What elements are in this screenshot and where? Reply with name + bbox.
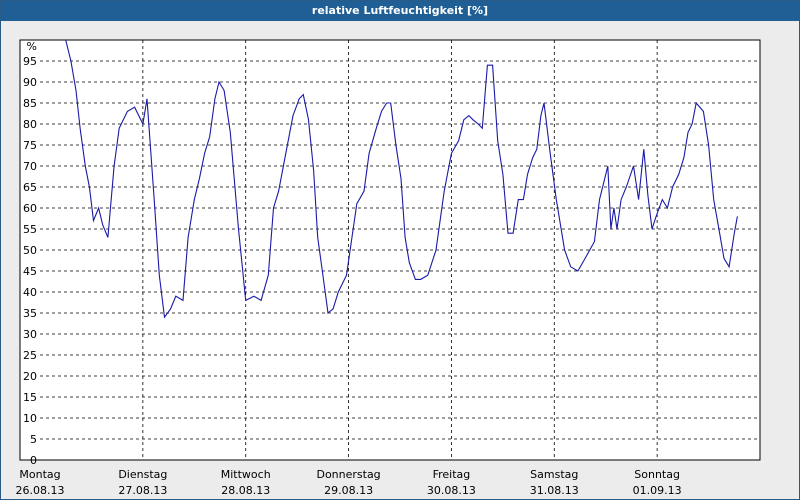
y-tick-label: 65 xyxy=(23,181,37,194)
grid-lines xyxy=(40,40,760,460)
x-tick-day-label: Dienstag xyxy=(118,468,167,481)
y-tick-label: 30 xyxy=(23,328,37,341)
y-tick-label: 80 xyxy=(23,118,37,131)
x-tick-date-label: 01.09.13 xyxy=(633,484,682,497)
x-tick-day-label: Freitag xyxy=(433,468,471,481)
x-tick-day-label: Mittwoch xyxy=(221,468,271,481)
y-tick-label: 90 xyxy=(23,76,37,89)
y-tick-label: 40 xyxy=(23,286,37,299)
y-axis-ticks: 0 5 10 15 20 25 30 35 40 45 50 55 60 65 70 75 80 85 90 95 xyxy=(23,55,37,467)
x-tick-date-label: 26.08.13 xyxy=(16,484,65,497)
y-tick-label: 35 xyxy=(23,307,37,320)
y-tick-label: 5 xyxy=(30,433,37,446)
y-tick-label: 55 xyxy=(23,223,37,236)
y-tick-label: 50 xyxy=(23,244,37,257)
y-tick-label: 0 xyxy=(30,454,37,467)
x-tick-date-label: 31.08.13 xyxy=(530,484,579,497)
y-tick-label: 95 xyxy=(23,55,37,68)
y-tick-label: 70 xyxy=(23,160,37,173)
x-tick-day-label: Montag xyxy=(19,468,60,481)
y-tick-label: 20 xyxy=(23,370,37,383)
x-tick-day-label: Sonntag xyxy=(634,468,680,481)
y-axis-label: % xyxy=(27,40,37,53)
x-tick-day-label: Donnerstag xyxy=(316,468,380,481)
x-axis-ticks: Montag 26.08.13 Dienstag 27.08.13 Mittwoch 28… xyxy=(16,468,682,497)
y-tick-label: 75 xyxy=(23,139,37,152)
x-tick-date-label: 29.08.13 xyxy=(324,484,373,497)
y-tick-label: 60 xyxy=(23,202,37,215)
chart-title: relative Luftfeuchtigkeit [%] xyxy=(1,1,799,21)
y-tick-label: 45 xyxy=(23,265,37,278)
x-tick-date-label: 27.08.13 xyxy=(118,484,167,497)
y-tick-label: 15 xyxy=(23,391,37,404)
x-tick-date-label: 28.08.13 xyxy=(221,484,270,497)
y-tick-label: 85 xyxy=(23,97,37,110)
humidity-series-line xyxy=(65,39,738,319)
y-tick-label: 10 xyxy=(23,412,37,425)
x-tick-date-label: 30.08.13 xyxy=(427,484,476,497)
x-tick-day-label: Samstag xyxy=(530,468,578,481)
y-tick-label: 25 xyxy=(23,349,37,362)
